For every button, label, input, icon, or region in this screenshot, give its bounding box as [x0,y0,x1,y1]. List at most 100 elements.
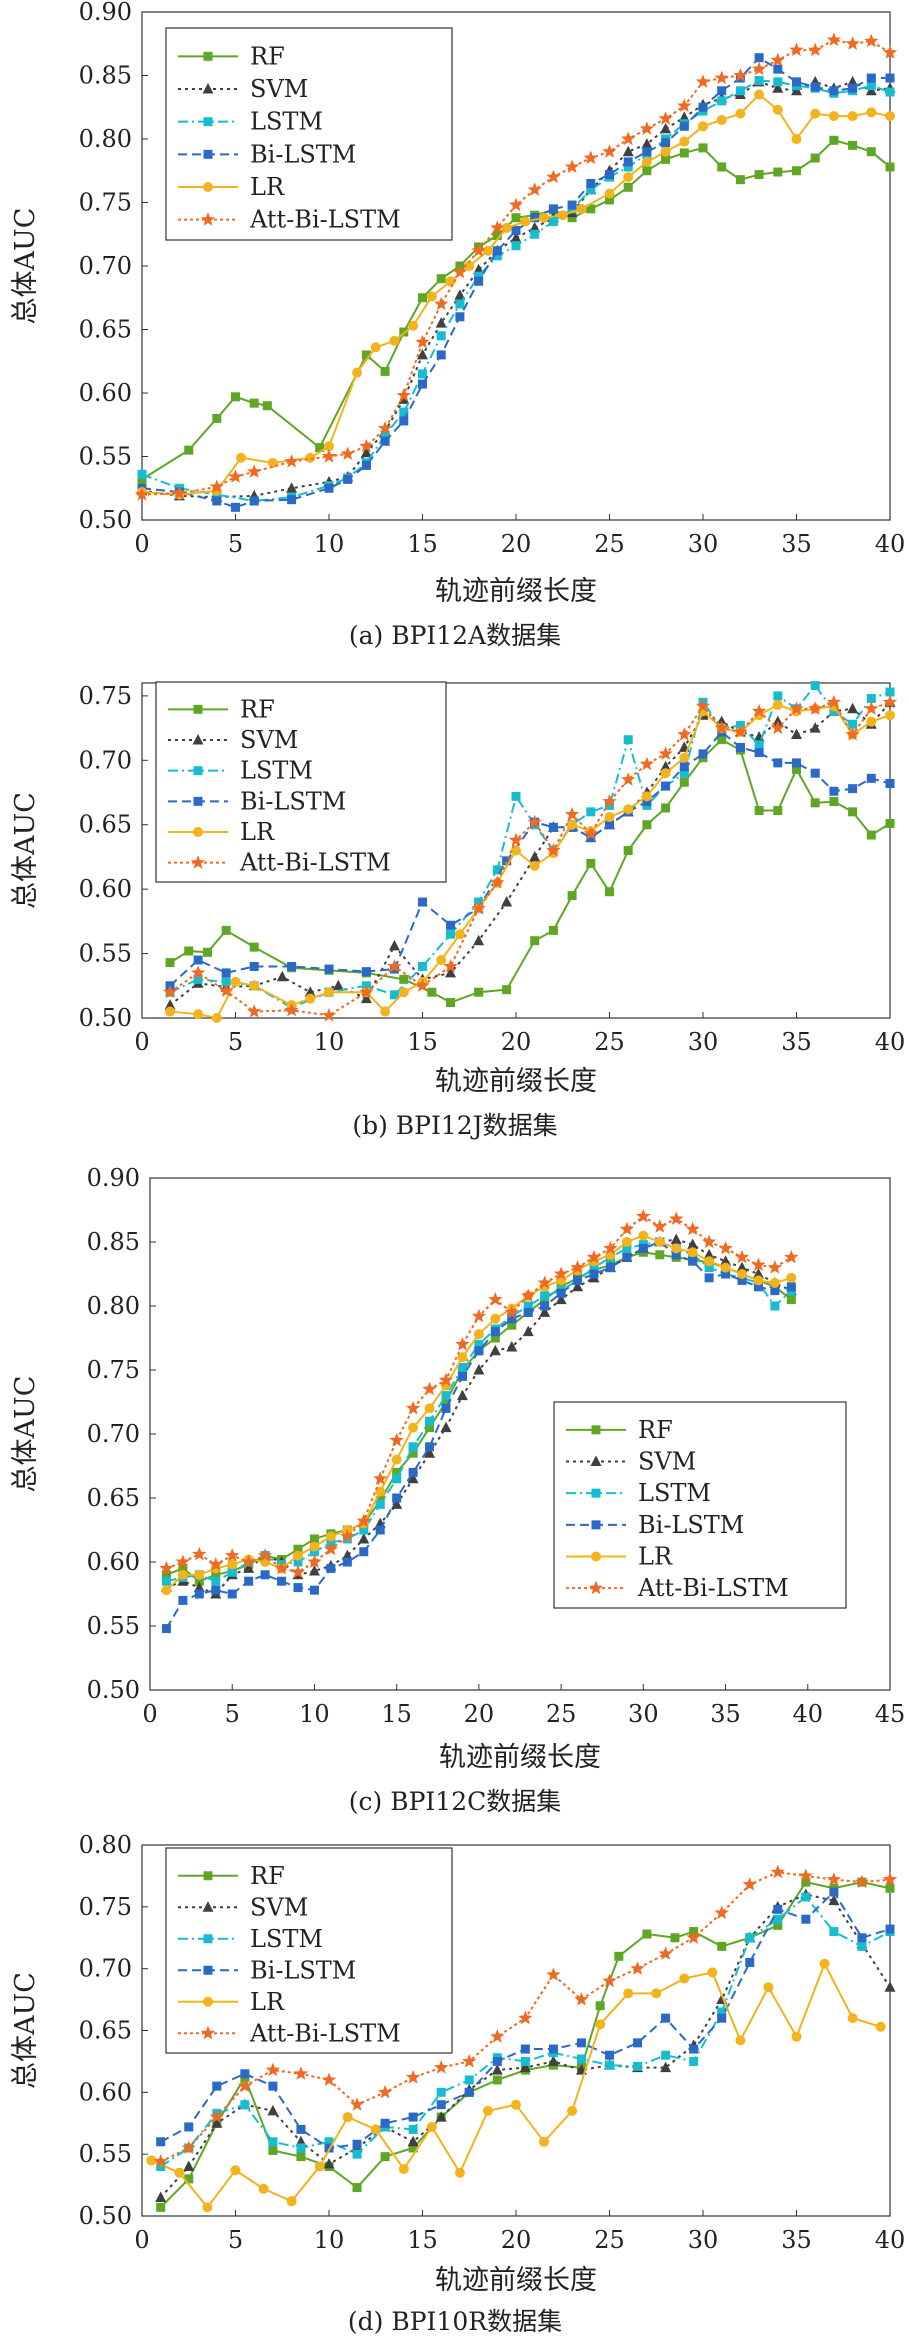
data-point [826,1872,842,1886]
data-point [642,166,652,176]
data-point [508,197,524,212]
data-point [789,701,804,715]
data-point [231,502,240,512]
data-point [309,1547,319,1557]
data-point [519,2061,531,2073]
data-point [324,2137,334,2147]
data-point [391,1454,402,1465]
data-point [352,367,363,378]
x-tick-label: 20 [501,2226,532,2254]
data-point [772,82,784,93]
series-att-bi-lstm [162,694,898,1022]
data-point [717,1941,727,1951]
legend-marker [200,212,216,226]
x-tick-label: 35 [781,2226,812,2254]
legend: RF SVM LSTM Bi-LSTM LR Att-Bi-LSTM [165,27,453,241]
x-tick-label: 25 [594,1028,625,1056]
data-point [370,2124,381,2135]
data-point [622,1243,632,1253]
data-point [605,195,614,205]
data-point [352,2139,362,2149]
data-point [464,261,475,271]
data-point [791,134,802,144]
series-bi-lstm [137,53,895,512]
data-point [717,735,727,745]
data-point [398,2164,409,2175]
data-point [360,446,372,458]
data-point [361,460,371,470]
data-point [773,1914,783,1924]
data-point [341,1549,353,1561]
data-point [418,293,427,303]
y-tick-label: 0.85 [87,1228,140,1256]
data-point [491,2064,503,2075]
data-point [502,856,512,866]
data-point [642,147,652,157]
data-point [717,96,727,106]
data-point [457,1371,467,1381]
data-point [734,1249,750,1264]
data-point [441,1391,451,1401]
data-point [660,760,672,772]
legend-label: SVM [240,726,298,754]
data-point [752,1268,764,1279]
data-point [737,1269,747,1279]
data-point [305,452,316,463]
data-point [446,929,456,939]
data-point [602,1973,617,1988]
data-point [689,2056,699,2066]
data-point [359,438,374,453]
data-point [389,1432,404,1447]
data-point [792,166,801,176]
data-point [231,392,240,402]
data-point [604,188,615,199]
data-point [735,86,745,96]
data-point [754,806,764,816]
data-point [547,2055,559,2066]
data-point [583,826,598,840]
data-point [492,231,502,241]
data-point [240,2069,250,2079]
data-point [623,172,634,183]
y-tick-label: 0.75 [79,1893,132,1921]
data-point [377,421,393,435]
legend: RF SVM LSTM Bi-LSTM LR Att-Bi-LSTM [553,1401,847,1609]
data-point [808,701,823,715]
chart-panel-2: 0.50 0.55 0.60 0.65 0.70 0.75 0.80 0.85 0.90 0 5 10… [10,1164,905,1816]
y-axis-label: 总体AUC [10,1376,41,1493]
data-point [389,335,400,346]
legend-label: LR [250,173,285,201]
data-point [735,108,746,119]
data-point [209,2109,224,2124]
data-point [661,803,671,813]
data-point [455,312,465,322]
x-tick-label: 15 [381,1700,412,1728]
data-point [574,1992,589,2006]
data-point [651,1988,662,1999]
data-point [602,794,617,808]
data-point [658,111,673,125]
data-point [714,720,729,735]
data-point [792,77,801,87]
data-point [287,495,297,505]
data-point [418,897,427,907]
x-tick-label: 45 [875,1700,906,1728]
legend-label: Bi-LSTM [638,1511,744,1539]
data-point [661,2050,671,2060]
data-point [819,1958,830,1969]
data-point [424,1403,435,1414]
data-point [194,1576,204,1586]
data-point [884,1981,896,1992]
data-point [885,111,895,122]
data-point [586,204,596,214]
legend-marker [203,182,213,192]
data-point [349,2097,365,2111]
data-point [425,1423,435,1433]
data-point [866,830,876,840]
series-line [165,1240,792,1630]
data-point [502,985,512,995]
data-point [745,1957,755,1967]
data-point [417,348,428,360]
data-point [408,2112,418,2122]
